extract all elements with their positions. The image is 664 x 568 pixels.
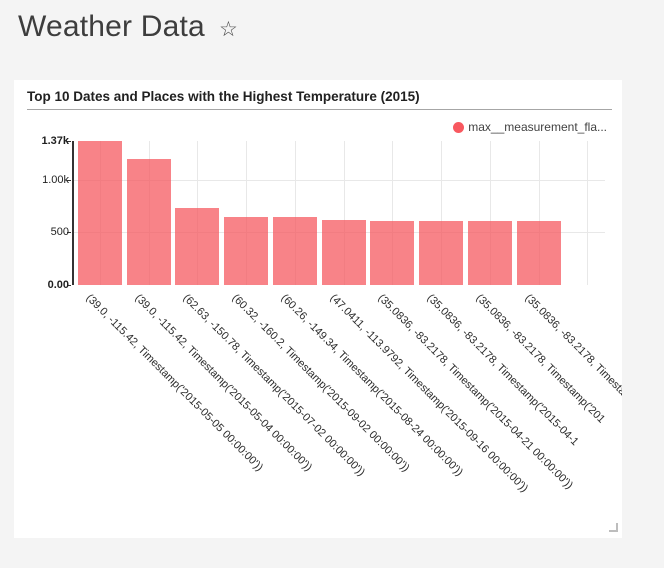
bar[interactable] <box>419 220 464 285</box>
gridline-vertical <box>441 141 443 285</box>
x-axis-label: (60.26, -149.34, Timestamp('2015-08-24 0… <box>278 291 466 479</box>
x-axis-label: (62.63, -150.78, Timestamp('2015-07-02 0… <box>180 291 368 479</box>
y-axis-tick <box>67 141 71 142</box>
y-axis-label: 1.37k <box>41 135 69 147</box>
bar[interactable] <box>224 216 269 285</box>
legend-marker-icon <box>453 121 465 133</box>
bar[interactable] <box>321 220 366 285</box>
bar[interactable] <box>126 158 171 285</box>
gridline-vertical <box>392 141 394 285</box>
y-axis-tick <box>67 285 71 286</box>
legend-item[interactable]: max__measurement_fla... <box>453 120 607 134</box>
gridline-vertical <box>489 141 491 285</box>
bar[interactable] <box>467 220 512 285</box>
bar[interactable] <box>175 207 220 285</box>
bar[interactable] <box>370 220 415 285</box>
x-axis-label: (39.0, -115.42, Timestamp('2015-05-05 00… <box>83 291 266 474</box>
chart-card: Top 10 Dates and Places with the Highest… <box>14 80 622 538</box>
legend-label: max__measurement_fla... <box>468 120 607 134</box>
gridline-vertical <box>343 141 345 285</box>
y-axis-tick <box>67 232 71 234</box>
y-axis-label: 0.00 <box>47 279 69 291</box>
gridline-vertical <box>587 141 589 285</box>
y-axis-label: 500 <box>50 226 69 239</box>
bar[interactable] <box>516 221 561 285</box>
x-axis-label: (60.32, -160.2, Timestamp('2015-09-02 00… <box>229 291 412 474</box>
gridline-horizontal <box>74 179 605 181</box>
gridline-vertical <box>294 141 296 285</box>
y-axis-line <box>72 141 74 285</box>
bar[interactable] <box>272 217 317 285</box>
gridline-vertical <box>538 141 540 285</box>
x-axis-label: (39.0, -115.42, Timestamp('2015-05-04 00… <box>132 291 314 474</box>
title-divider <box>27 109 612 110</box>
star-outline-icon[interactable]: ☆ <box>218 17 238 41</box>
gridline-vertical <box>246 141 248 285</box>
bar-chart: 1.37k 1.00k 500 0.00 (39.0, -115.42, Timesta… <box>14 80 622 538</box>
page-title: Weather Data <box>18 10 205 43</box>
resize-handle-icon[interactable] <box>609 523 618 532</box>
page-header: Weather Data ☆ <box>18 10 238 44</box>
y-axis-label: 1.00k <box>42 173 69 186</box>
bar[interactable] <box>78 141 122 285</box>
chart-title: Top 10 Dates and Places with the Highest… <box>27 89 420 104</box>
y-axis-tick <box>67 179 71 181</box>
